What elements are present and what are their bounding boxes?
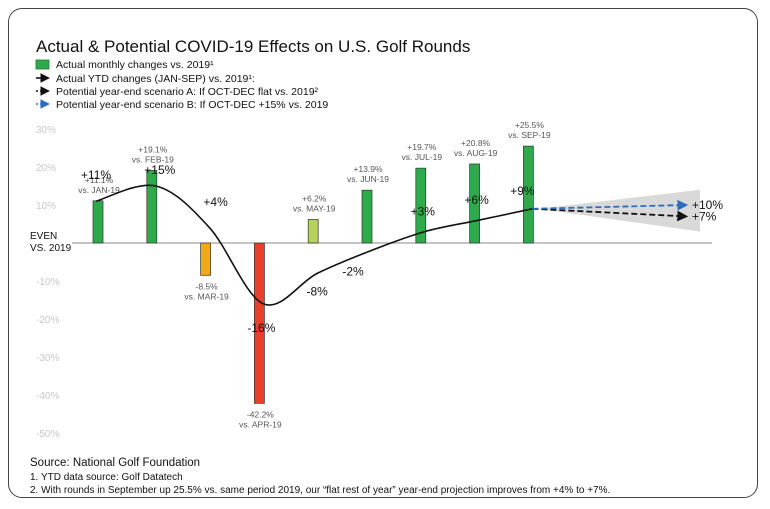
bar-category-label: vs. FEB-19: [132, 154, 174, 164]
footnote-1: 1. YTD data source: Golf Datatech: [30, 472, 183, 483]
bar-category-label: vs. AUG-19: [454, 148, 498, 158]
bar-category-label: vs. MAR-19: [184, 291, 229, 301]
y-tick-label: -30%: [36, 353, 59, 364]
ytd-value-label: +4%: [203, 195, 228, 209]
bar-value-label: +11.1%: [85, 175, 114, 185]
bar-category-label: vs. JUN-19: [347, 174, 389, 184]
bar-value-label: +20.8%: [461, 138, 491, 148]
y-tick-label: 10%: [36, 201, 56, 212]
bar-jul: [415, 167, 427, 244]
bar-value-label: -8.5%: [195, 281, 218, 291]
y-tick-label: -50%: [36, 429, 59, 440]
zero-axis-label: EVEN: [30, 231, 57, 242]
legend-marker-monthly: [35, 59, 50, 70]
chart-title: Actual & Potential COVID-19 Effects on U…: [36, 37, 470, 56]
bar-feb: [146, 170, 158, 244]
bar-category-label: vs. APR-19: [239, 419, 282, 429]
footnotes: Source: National Golf Foundation 1. YTD …: [30, 457, 610, 496]
ytd-value-label: +11%: [81, 168, 111, 182]
ytd-value-label: +6%: [464, 193, 489, 207]
scenario-label: +7%: [692, 209, 717, 223]
bar-category-label: vs. MAY-19: [293, 203, 336, 213]
y-tick-label: 20%: [36, 163, 56, 174]
scenario-line-a: [532, 207, 689, 222]
ytd-value-label: -16%: [247, 321, 275, 335]
y-tick-label: -20%: [36, 315, 59, 326]
legend-item-scenario-a: Potential year-end scenario A: If OCT-DE…: [56, 86, 319, 98]
ytd-value-label: -2%: [342, 265, 364, 279]
legend-item-monthly: Actual monthly changes vs. 2019¹: [56, 59, 214, 71]
projection-range: [538, 189, 700, 232]
bar-aug: [469, 163, 480, 244]
bar-may: [307, 219, 319, 244]
bar-category-label: vs. SEP-19: [508, 130, 551, 140]
source-note: Source: National Golf Foundation: [30, 457, 200, 469]
bar-value-label: +19.1%: [138, 144, 168, 154]
bar-mar: [200, 242, 211, 276]
bar-value-label: +6.2%: [302, 193, 327, 203]
bar-jun: [361, 189, 373, 244]
ytd-value-label: -8%: [307, 284, 329, 298]
y-tick-label: -10%: [36, 277, 59, 288]
scenario-line-b: [532, 199, 689, 211]
y-tick-label: -40%: [36, 391, 59, 402]
bar-category-label: vs. JUL-19: [401, 152, 442, 162]
footnote-2: 2. With rounds in September up 25.5% vs.…: [30, 485, 610, 496]
bar-value-label: +13.9%: [353, 164, 383, 174]
scenario-label: +10%: [692, 198, 723, 212]
legend: Actual monthly changes vs. 2019¹ Actual …: [35, 59, 328, 111]
zero-axis-label: VS. 2019: [30, 243, 72, 254]
chart-frame: [8, 8, 758, 498]
bar-value-label: +25.5%: [515, 120, 545, 130]
ytd-value-label: +3%: [411, 205, 436, 219]
legend-item-ytd: Actual YTD changes (JAN-SEP) vs. 2019¹:: [56, 73, 255, 85]
bar-category-label: vs. JAN-19: [78, 185, 120, 195]
bar-apr: [254, 242, 265, 404]
bar-sep: [523, 145, 534, 244]
ytd-value-label: +15%: [144, 163, 175, 177]
ytd-value-label: +9%: [510, 184, 535, 198]
y-tick-label: 30%: [36, 125, 56, 136]
legend-item-scenario-b: Potential year-end scenario B: If OCT-DE…: [56, 99, 328, 111]
ytd-line: [95, 184, 533, 306]
bar-jan: [92, 200, 104, 244]
bar-value-label: +19.7%: [407, 142, 437, 152]
bar-value-label: -42.2%: [247, 409, 274, 419]
